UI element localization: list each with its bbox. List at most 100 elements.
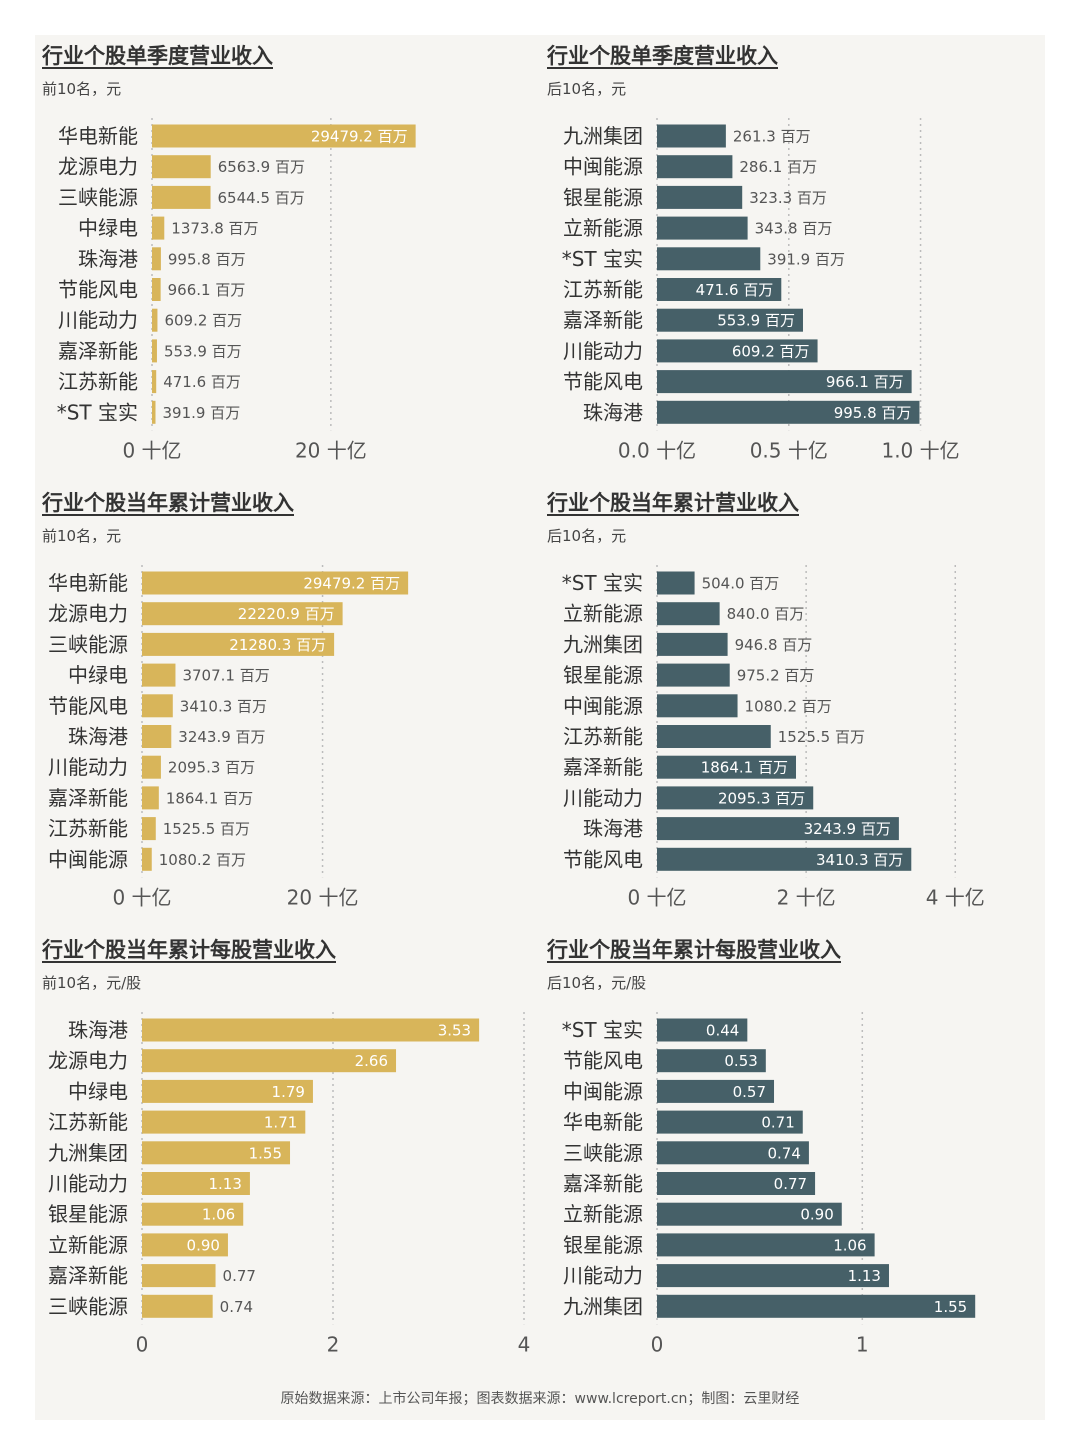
footer-source: 原始数据来源：上市公司年报；图表数据来源：www.lcreport.cn；制图：…: [280, 1391, 800, 1407]
panel-2-value-label: 391.9 百万: [767, 250, 845, 268]
panel-1-value-label: 29479.2 百万: [311, 128, 408, 146]
panel-5-bar: [142, 1294, 213, 1318]
panel-1-value-label: 966.1 百万: [168, 281, 246, 299]
panel-6-value-label: 1.55: [934, 1298, 967, 1316]
panel-1-value-label: 6563.9 百万: [218, 158, 305, 176]
panel-4-tick-label: 4 十亿: [926, 885, 985, 909]
panel-5-bar: [142, 1141, 291, 1165]
panel-4-category-label: 珠海港: [583, 817, 643, 841]
panel-1-bar: [152, 278, 161, 301]
panel-2-category-label: 江苏新能: [563, 278, 643, 302]
panel-1-value-label: 6544.5 百万: [218, 189, 305, 207]
panel-2-category-label: 九洲集团: [563, 124, 643, 148]
panel-5-bar: [142, 1110, 306, 1134]
panel-2-bar: [657, 400, 920, 424]
panel-1-bar: [152, 308, 158, 332]
panel-6-category-label: 中闽能源: [563, 1079, 643, 1103]
panel-4-category-label: 嘉泽新能: [563, 755, 643, 779]
panel-6-bar: [657, 1018, 748, 1042]
panel-1-subtitle: 前10名，元: [42, 80, 122, 98]
panel-3-value-label: 29479.2 百万: [303, 575, 400, 593]
panel-2-value-label: 995.8 百万: [834, 404, 912, 422]
panel-5-bar: [142, 1202, 244, 1226]
panel-3-tick-label: 0 十亿: [112, 885, 171, 909]
panel-3-bar: [142, 694, 173, 718]
panel-2-category-label: 节能风电: [563, 370, 643, 394]
panel-2-category-label: 立新能源: [563, 216, 643, 240]
panel-5-category-label: 立新能源: [48, 1233, 128, 1257]
panel-3-category-label: 珠海港: [68, 725, 128, 749]
panel-3-tick-label: 20 十亿: [287, 885, 359, 909]
panel-5-category-label: 中绿电: [68, 1079, 128, 1103]
panel-2-bar: [657, 370, 912, 394]
panel-4-bar: [657, 755, 796, 779]
panel-3-bar: [142, 602, 343, 626]
panel-1-value-label: 1373.8 百万: [171, 220, 258, 238]
panel-1-bar: [152, 155, 211, 179]
panel-3-bar: [142, 571, 409, 595]
panel-4-tick-label: 0 十亿: [627, 885, 686, 909]
panel-4-category-label: 中闽能源: [563, 694, 643, 718]
panel-2-category-label: 中闽能源: [563, 155, 643, 179]
panel-6-tick-label: 1: [856, 1332, 869, 1356]
panel-5-category-label: 九洲集团: [48, 1141, 128, 1165]
panel-3-value-label: 3410.3 百万: [180, 697, 267, 715]
panel-4-value-label: 3243.9 百万: [804, 820, 891, 838]
panel-6-bar: [657, 1172, 816, 1195]
panel-3-title: 行业个股当年累计营业收入: [42, 491, 294, 515]
panel-5-value-label: 1.13: [209, 1175, 242, 1193]
panel-4-category-label: 银星能源: [563, 663, 643, 687]
panel-4-category-label: 九洲集团: [563, 632, 643, 656]
panel-6-category-label: 银星能源: [563, 1233, 643, 1257]
panel-1-category-label: 嘉泽新能: [58, 339, 138, 363]
panel-2-value-label: 553.9 百万: [717, 312, 795, 330]
panel-4-value-label: 946.8 百万: [735, 636, 813, 654]
panel-3-category-label: 江苏新能: [48, 817, 128, 841]
panel-4-bar: [657, 632, 728, 656]
panel-2-value-label: 343.8 百万: [755, 220, 833, 238]
panel-1-tick-label: 20 十亿: [295, 438, 367, 462]
panel-3-value-label: 1525.5 百万: [163, 820, 250, 838]
panel-5-value-label: 3.53: [438, 1022, 471, 1040]
panel-4-value-label: 975.2 百万: [737, 667, 815, 685]
panel-1-value-label: 609.2 百万: [164, 312, 242, 330]
panel-1-bar: [152, 370, 157, 394]
panel-6-value-label: 0.74: [768, 1144, 801, 1162]
panel-6-bar: [657, 1202, 842, 1226]
panel-3-category-label: 中闽能源: [48, 847, 128, 871]
panel-6-category-label: 川能动力: [563, 1264, 643, 1288]
panel-2-bar: [657, 155, 733, 179]
panel-3-bar: [142, 725, 172, 748]
panel-6-title: 行业个股当年累计每股营业收入: [547, 938, 841, 962]
panel-4-category-label: 立新能源: [563, 602, 643, 626]
panel-5-bar: [142, 1172, 250, 1195]
panel-1-category-label: 华电新能: [58, 124, 138, 148]
panel-5-value-label: 1.55: [249, 1144, 282, 1162]
panel-2-title: 行业个股单季度营业收入: [547, 44, 778, 68]
panel-5-value-label: 1.79: [272, 1083, 305, 1101]
panel-5-tick-label: 4: [518, 1332, 531, 1356]
panel-1-category-label: 中绿电: [78, 216, 138, 240]
panel-5-bar: [142, 1233, 228, 1257]
panel-2-value-label: 286.1 百万: [739, 158, 817, 176]
panel-4-bar: [657, 817, 899, 841]
panel-1-value-label: 391.9 百万: [163, 404, 241, 422]
panel-4-bar: [657, 571, 695, 595]
panel-6-subtitle: 后10名，元/股: [547, 974, 647, 992]
panel-3-bar: [142, 663, 176, 687]
panel-2-category-label: 川能动力: [563, 339, 643, 363]
panel-2-value-label: 609.2 百万: [732, 342, 810, 360]
panel-3-bar: [142, 632, 335, 656]
panel-1-bar: [152, 247, 161, 271]
panel-6-bar: [657, 1079, 775, 1103]
panel-3-category-label: 川能动力: [48, 755, 128, 779]
panel-6-bar: [657, 1049, 766, 1073]
panel-6-category-label: 立新能源: [563, 1202, 643, 1226]
panel-4-value-label: 840.0 百万: [727, 605, 805, 623]
panel-1-title: 行业个股单季度营业收入: [42, 44, 273, 68]
panel-3-category-label: 嘉泽新能: [48, 786, 128, 810]
panel-3-bar: [142, 786, 159, 810]
panel-4-subtitle: 后10名，元: [547, 527, 627, 545]
panel-5-value-label: 1.71: [264, 1114, 297, 1132]
panel-3-value-label: 22220.9 百万: [238, 605, 335, 623]
